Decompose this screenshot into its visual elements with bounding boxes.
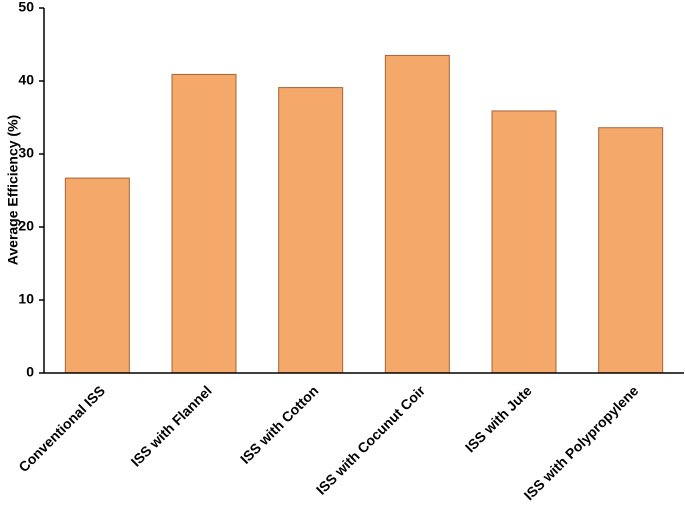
y-tick-label: 0	[26, 364, 34, 380]
bar	[491, 110, 557, 374]
y-tick-label: 40	[18, 72, 34, 88]
y-tick-label: 50	[18, 0, 34, 15]
bar	[64, 177, 130, 374]
y-tick-label: 30	[18, 145, 34, 161]
bar	[278, 87, 344, 374]
x-tick-label: ISS with Cocunut Coir	[313, 382, 429, 498]
x-tick-label: ISS with Jute	[462, 382, 535, 455]
x-tick-label: ISS with Flannel	[128, 382, 215, 469]
y-tick-label: 20	[18, 218, 34, 234]
bar	[598, 127, 664, 374]
y-tick-label: 10	[18, 291, 34, 307]
bar	[171, 73, 237, 374]
x-tick-label: ISS with Cotton	[237, 382, 321, 466]
x-tick-label: Conventional ISS	[15, 382, 108, 475]
x-tick-label: ISS with Polypropylene	[521, 382, 642, 503]
y-axis-label: Average Efficiency (%)	[5, 115, 21, 265]
bar	[384, 54, 450, 374]
